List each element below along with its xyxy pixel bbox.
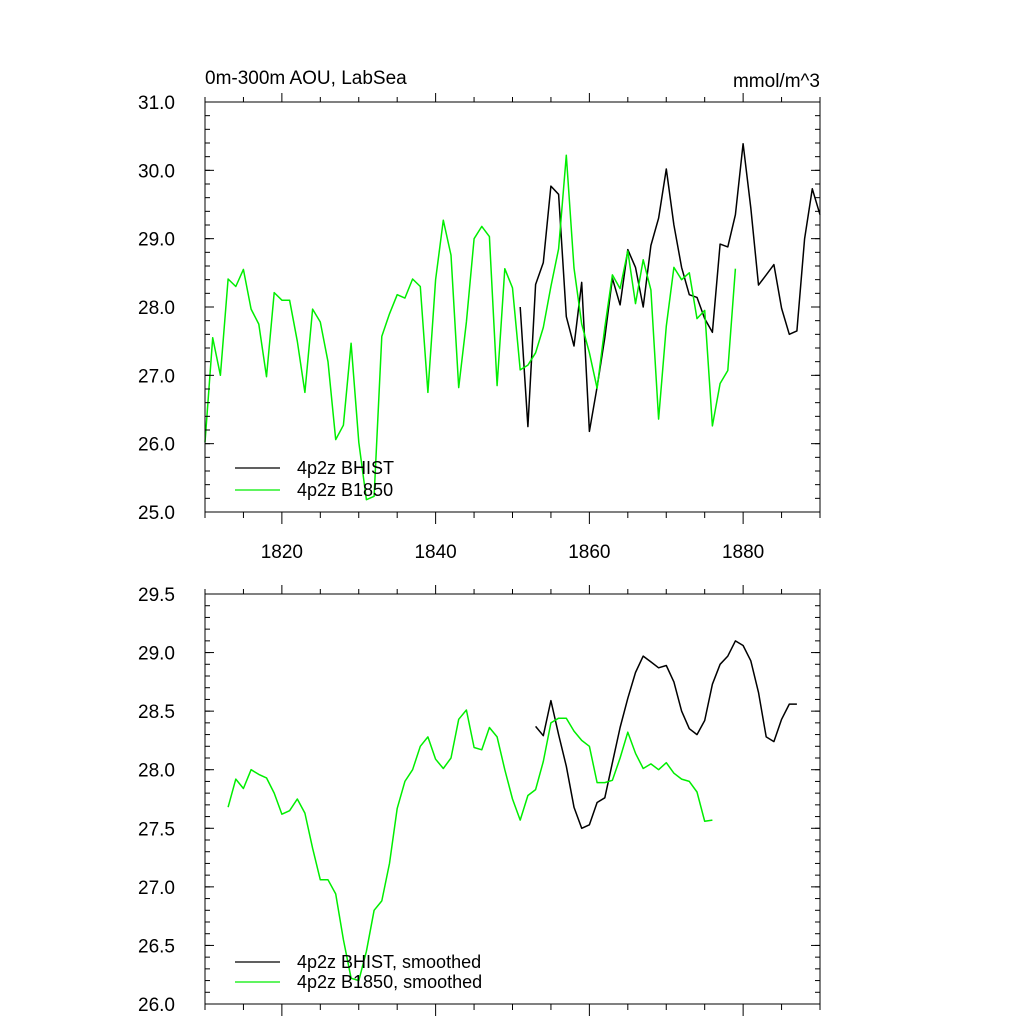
- units-label: mmol/m^3: [733, 71, 820, 92]
- y-tick-label: 28.0: [138, 761, 175, 782]
- y-tick-label: 28.5: [138, 702, 175, 723]
- y-tick-label: 25.0: [138, 503, 175, 524]
- legend-label-bhist-smoothed: 4p2z BHIST, smoothed: [297, 952, 481, 972]
- legend-label-b1850-smoothed: 4p2z B1850, smoothed: [297, 972, 482, 992]
- x-tick-label: 1880: [722, 542, 764, 563]
- annual-axes: 25.0 26.0 27.0 28.0 29.0 30.0 31.0 1820 1840 1860…: [138, 93, 821, 563]
- y-tick-label: 27.0: [138, 366, 175, 387]
- y-tick-label: 26.0: [138, 435, 175, 456]
- smoothed-panel: 26.0 26.5 27.0 27.5 28.0 28.5 29.0 29.5 4p2z BH…: [138, 585, 821, 1016]
- y-tick-label: 31.0: [138, 93, 175, 114]
- x-tick-label: 1860: [568, 542, 610, 563]
- y-tick-label: 29.0: [138, 230, 175, 251]
- smoothed-series-layer: [227, 640, 797, 982]
- y-tick-label: 26.0: [138, 995, 175, 1016]
- y-tick-label: 27.0: [138, 878, 175, 899]
- x-tick-label: 1820: [261, 542, 303, 563]
- annual-series-bhist-line: [519, 142, 821, 433]
- y-tick-label: 30.0: [138, 161, 175, 182]
- legend-label-b1850: 4p2z B1850: [297, 480, 393, 500]
- annual-panel: 25.0 26.0 27.0 28.0 29.0 30.0 31.0 1820 1840 1860…: [138, 93, 821, 563]
- smoothed-series-bhist-line: [535, 640, 797, 830]
- smoothed-series-b1850-line: [227, 709, 713, 982]
- y-tick-label: 28.0: [138, 298, 175, 319]
- annual-legend: 4p2z BHIST 4p2z B1850: [235, 458, 394, 500]
- y-tick-label: 27.5: [138, 819, 175, 840]
- chart-title: 0m-300m AOU, LabSea: [205, 68, 407, 89]
- y-tick-label: 29.5: [138, 585, 175, 606]
- legend-label-bhist: 4p2z BHIST: [297, 458, 394, 478]
- smoothed-legend: 4p2z BHIST, smoothed 4p2z B1850, smoothe…: [235, 952, 482, 992]
- annual-series-b1850-line: [204, 154, 737, 501]
- y-tick-label: 29.0: [138, 644, 175, 665]
- annual-series-layer: [204, 142, 821, 501]
- smoothed-plot-frame: [204, 593, 821, 1005]
- x-tick-label: 1840: [414, 542, 456, 563]
- y-tick-label: 26.5: [138, 936, 175, 957]
- annual-plot-frame: [204, 101, 821, 513]
